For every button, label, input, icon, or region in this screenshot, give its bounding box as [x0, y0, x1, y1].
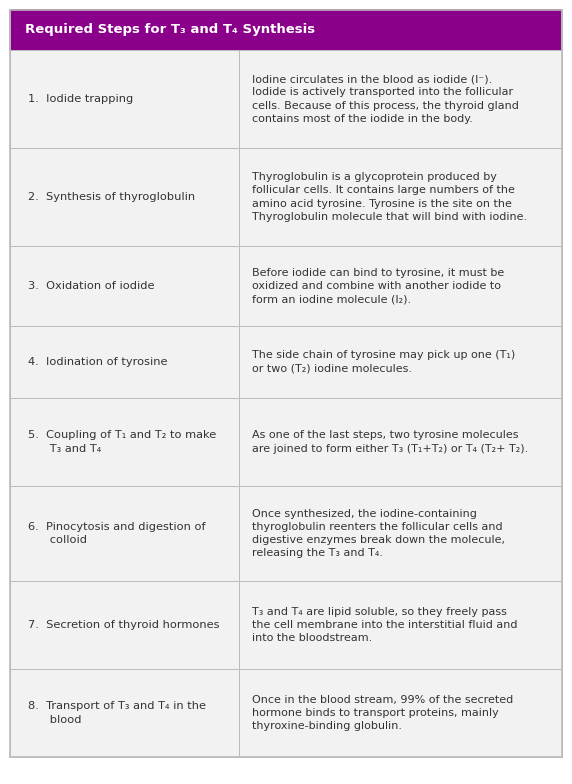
Text: 4.  Iodination of tyrosine: 4. Iodination of tyrosine — [28, 357, 168, 367]
Text: Thyroglobulin is a glycoprotein produced by
follicular cells. It contains large : Thyroglobulin is a glycoprotein produced… — [252, 172, 527, 222]
Bar — [239, 669, 562, 757]
Text: 8.  Transport of T₃ and T₄ in the
      blood: 8. Transport of T₃ and T₄ in the blood — [28, 702, 206, 724]
Bar — [239, 50, 562, 148]
Text: 6.  Pinocytosis and digestion of
      colloid: 6. Pinocytosis and digestion of colloid — [28, 522, 205, 545]
Bar — [10, 326, 239, 398]
Bar — [10, 148, 239, 246]
Text: Iodine circulates in the blood as iodide (I⁻).
Iodide is actively transported in: Iodine circulates in the blood as iodide… — [252, 74, 519, 124]
Bar — [10, 50, 239, 148]
Text: Once in the blood stream, 99% of the secreted
hormone binds to transport protein: Once in the blood stream, 99% of the sec… — [252, 695, 513, 731]
Bar — [10, 486, 239, 581]
Bar — [10, 669, 239, 757]
Bar — [10, 398, 239, 486]
Bar — [239, 246, 562, 326]
Text: 5.  Coupling of T₁ and T₂ to make
      T₃ and T₄: 5. Coupling of T₁ and T₂ to make T₃ and … — [28, 430, 216, 454]
Bar — [10, 10, 562, 50]
Text: 2.  Synthesis of thyroglobulin: 2. Synthesis of thyroglobulin — [28, 192, 195, 202]
Text: T₃ and T₄ are lipid soluble, so they freely pass
the cell membrane into the inte: T₃ and T₄ are lipid soluble, so they fre… — [252, 607, 518, 643]
Text: 7.  Secretion of thyroid hormones: 7. Secretion of thyroid hormones — [28, 620, 220, 630]
Bar — [10, 581, 239, 669]
Text: 1.  Iodide trapping: 1. Iodide trapping — [28, 94, 133, 104]
Bar — [239, 486, 562, 581]
Text: The side chain of tyrosine may pick up one (T₁)
or two (T₂) iodine molecules.: The side chain of tyrosine may pick up o… — [252, 350, 515, 374]
Text: As one of the last steps, two tyrosine molecules
are joined to form either T₃ (T: As one of the last steps, two tyrosine m… — [252, 430, 529, 454]
Bar — [239, 398, 562, 486]
Text: 3.  Oxidation of iodide: 3. Oxidation of iodide — [28, 281, 154, 291]
Bar — [239, 326, 562, 398]
Text: Required Steps for T₃ and T₄ Synthesis: Required Steps for T₃ and T₄ Synthesis — [25, 24, 315, 37]
Text: Once synthesized, the iodine-containing
thyroglobulin reenters the follicular ce: Once synthesized, the iodine-containing … — [252, 509, 505, 558]
Bar — [239, 148, 562, 246]
Text: Before iodide can bind to tyrosine, it must be
oxidized and combine with another: Before iodide can bind to tyrosine, it m… — [252, 268, 505, 304]
Bar — [10, 246, 239, 326]
Bar — [239, 581, 562, 669]
